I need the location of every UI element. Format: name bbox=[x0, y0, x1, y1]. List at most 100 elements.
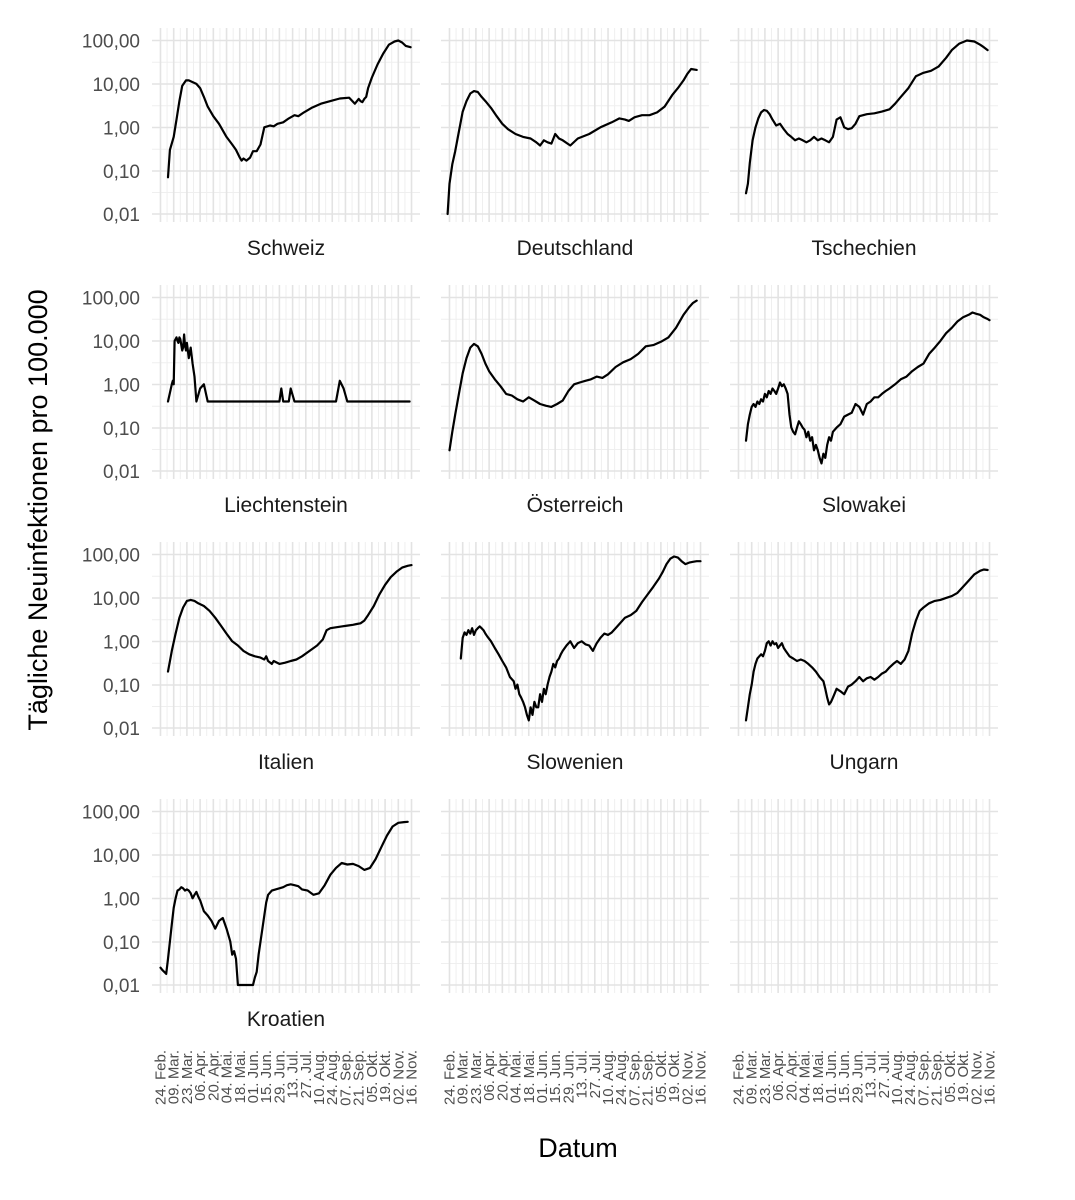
x-tick-label: 27. Jul. bbox=[587, 1050, 604, 1098]
series-line-deutschland bbox=[446, 67, 698, 216]
x-tick-label: 15. Jun. bbox=[836, 1050, 853, 1103]
facet-panel bbox=[730, 799, 998, 993]
x-tick-label: 16. Nov. bbox=[982, 1050, 999, 1105]
panels-layer: 0,01 0,10 1,00 10,00 100,00 Schweiz Deutschlan… bbox=[82, 28, 999, 1106]
x-tick-label: 24. Aug. bbox=[324, 1050, 341, 1105]
x-tick-label: 29. Jun. bbox=[560, 1050, 577, 1103]
x-tick-label: 05. Okt. bbox=[364, 1050, 381, 1103]
series-line-slowenien bbox=[459, 555, 702, 722]
x-tick-label: 09. Mar. bbox=[166, 1050, 183, 1104]
facet-panel: 0,01 0,10 1,00 10,00 100,00 Liechtenstein bbox=[82, 285, 420, 517]
x-tick-label: 01. Jun. bbox=[534, 1050, 551, 1103]
series-line-kroatien bbox=[159, 820, 409, 987]
y-tick-label: 1,00 bbox=[103, 376, 140, 397]
facet-panel bbox=[441, 799, 709, 993]
y-tick-label: 0,01 bbox=[103, 976, 140, 997]
x-tick-label: 16. Nov. bbox=[693, 1050, 710, 1105]
y-tick-label: 0,01 bbox=[103, 462, 140, 483]
x-tick-label: 19. Okt. bbox=[377, 1050, 394, 1103]
x-tick-label: 05. Okt. bbox=[653, 1050, 670, 1103]
x-tick-label: 29. Jun. bbox=[849, 1050, 866, 1103]
x-tick-label: 23. Mar. bbox=[468, 1050, 485, 1104]
x-tick-label: 10. Aug. bbox=[311, 1050, 328, 1105]
y-tick-label: 10,00 bbox=[92, 332, 140, 353]
y-tick-label: 1,00 bbox=[103, 119, 140, 140]
facet-strip-label: Italien bbox=[258, 751, 314, 774]
x-tick-label: 07. Sep. bbox=[916, 1050, 933, 1106]
x-tick-label: 18. Mai. bbox=[810, 1050, 827, 1103]
x-tick-label: 19. Okt. bbox=[955, 1050, 972, 1103]
x-tick-label: 06. Apr. bbox=[770, 1050, 787, 1101]
y-tick-label: 100,00 bbox=[82, 803, 140, 824]
x-tick-label: 15. Jun. bbox=[547, 1050, 564, 1103]
x-tick-label: 18. Mai. bbox=[232, 1050, 249, 1103]
x-tick-label: 06. Apr. bbox=[481, 1050, 498, 1101]
x-tick-label: 02. Nov. bbox=[390, 1050, 407, 1105]
facet-panel: 0,01 0,10 1,00 10,00 100,00 Schweiz bbox=[82, 28, 420, 260]
x-tick-label: 10. Aug. bbox=[600, 1050, 617, 1105]
facet-strip-label: Schweiz bbox=[247, 237, 325, 260]
y-tick-label: 0,10 bbox=[103, 162, 140, 183]
x-tick-label: 29. Jun. bbox=[271, 1050, 288, 1103]
y-tick-label: 10,00 bbox=[92, 846, 140, 867]
x-tick-label: 16. Nov. bbox=[404, 1050, 421, 1105]
y-tick-label: 100,00 bbox=[82, 32, 140, 53]
series-line-slowakei bbox=[744, 311, 991, 465]
x-tick-label: 06. Apr. bbox=[192, 1050, 209, 1101]
y-tick-label: 100,00 bbox=[82, 289, 140, 310]
y-tick-label: 1,00 bbox=[103, 633, 140, 654]
x-tick-label: 24. Aug. bbox=[902, 1050, 919, 1105]
x-tick-label: 02. Nov. bbox=[679, 1050, 696, 1105]
x-tick-label: 20. Apr. bbox=[494, 1050, 511, 1101]
x-tick-label: 07. Sep. bbox=[627, 1050, 644, 1106]
facet-panel: Slowenien bbox=[441, 542, 709, 774]
y-tick-label: 0,01 bbox=[103, 205, 140, 226]
series-line-ungarn bbox=[744, 568, 989, 722]
x-tick-label: 09. Mar. bbox=[455, 1050, 472, 1104]
x-tick-label: 01. Jun. bbox=[823, 1050, 840, 1103]
x-tick-label: 27. Jul. bbox=[876, 1050, 893, 1098]
x-tick-label: 09. Mar. bbox=[744, 1050, 761, 1104]
x-tick-label: 19. Okt. bbox=[666, 1050, 683, 1103]
x-tick-label: 21. Sep. bbox=[640, 1050, 657, 1106]
x-tick-label: 01. Jun. bbox=[245, 1050, 262, 1103]
x-tick-label: 04. Mai. bbox=[219, 1050, 236, 1103]
x-tick-label: 23. Mar. bbox=[179, 1050, 196, 1104]
x-tick-label: 15. Jun. bbox=[258, 1050, 275, 1103]
x-tick-label: 24. Feb. bbox=[442, 1050, 459, 1105]
x-tick-label: 23. Mar. bbox=[757, 1050, 774, 1104]
x-tick-label: 27. Jul. bbox=[298, 1050, 315, 1098]
facet-strip-label: Slowenien bbox=[527, 751, 624, 774]
y-tick-label: 0,10 bbox=[103, 676, 140, 697]
x-tick-label: 20. Apr. bbox=[783, 1050, 800, 1101]
facet-panel: Österreich bbox=[441, 285, 709, 517]
x-tick-label: 05. Okt. bbox=[942, 1050, 959, 1103]
x-tick-label: 21. Sep. bbox=[929, 1050, 946, 1106]
facet-panel: Slowakei bbox=[730, 285, 998, 517]
x-axis-title: Datum bbox=[538, 1133, 618, 1163]
y-tick-label: 100,00 bbox=[82, 546, 140, 567]
x-tick-label: 18. Mai. bbox=[521, 1050, 538, 1103]
x-tick-label: 21. Sep. bbox=[351, 1050, 368, 1106]
x-tick-label: 10. Aug. bbox=[889, 1050, 906, 1105]
series-line-schweiz bbox=[166, 39, 412, 179]
facet-strip-label: Tschechien bbox=[811, 237, 916, 260]
x-tick-label: 13. Jul. bbox=[285, 1050, 302, 1098]
x-tick-label: 07. Sep. bbox=[338, 1050, 355, 1106]
series-line-tschechien bbox=[744, 39, 989, 195]
facet-panel: Deutschland bbox=[441, 28, 709, 260]
facet-panel: Tschechien bbox=[730, 28, 998, 260]
series-line-italien bbox=[166, 564, 413, 673]
x-tick-label: 24. Aug. bbox=[613, 1050, 630, 1105]
x-tick-label: 24. Feb. bbox=[731, 1050, 748, 1105]
facet-strip-label: Österreich bbox=[527, 494, 624, 517]
facet-strip-label: Slowakei bbox=[822, 494, 906, 517]
series-line-österreich bbox=[448, 299, 698, 452]
y-tick-label: 1,00 bbox=[103, 890, 140, 911]
facet-panel: 0,01 0,10 1,00 10,00 100,00 Kroatien bbox=[82, 799, 420, 1031]
facet-strip-label: Deutschland bbox=[517, 237, 634, 260]
y-tick-label: 10,00 bbox=[92, 589, 140, 610]
x-tick-label: 13. Jul. bbox=[574, 1050, 591, 1098]
x-tick-label: 04. Mai. bbox=[508, 1050, 525, 1103]
